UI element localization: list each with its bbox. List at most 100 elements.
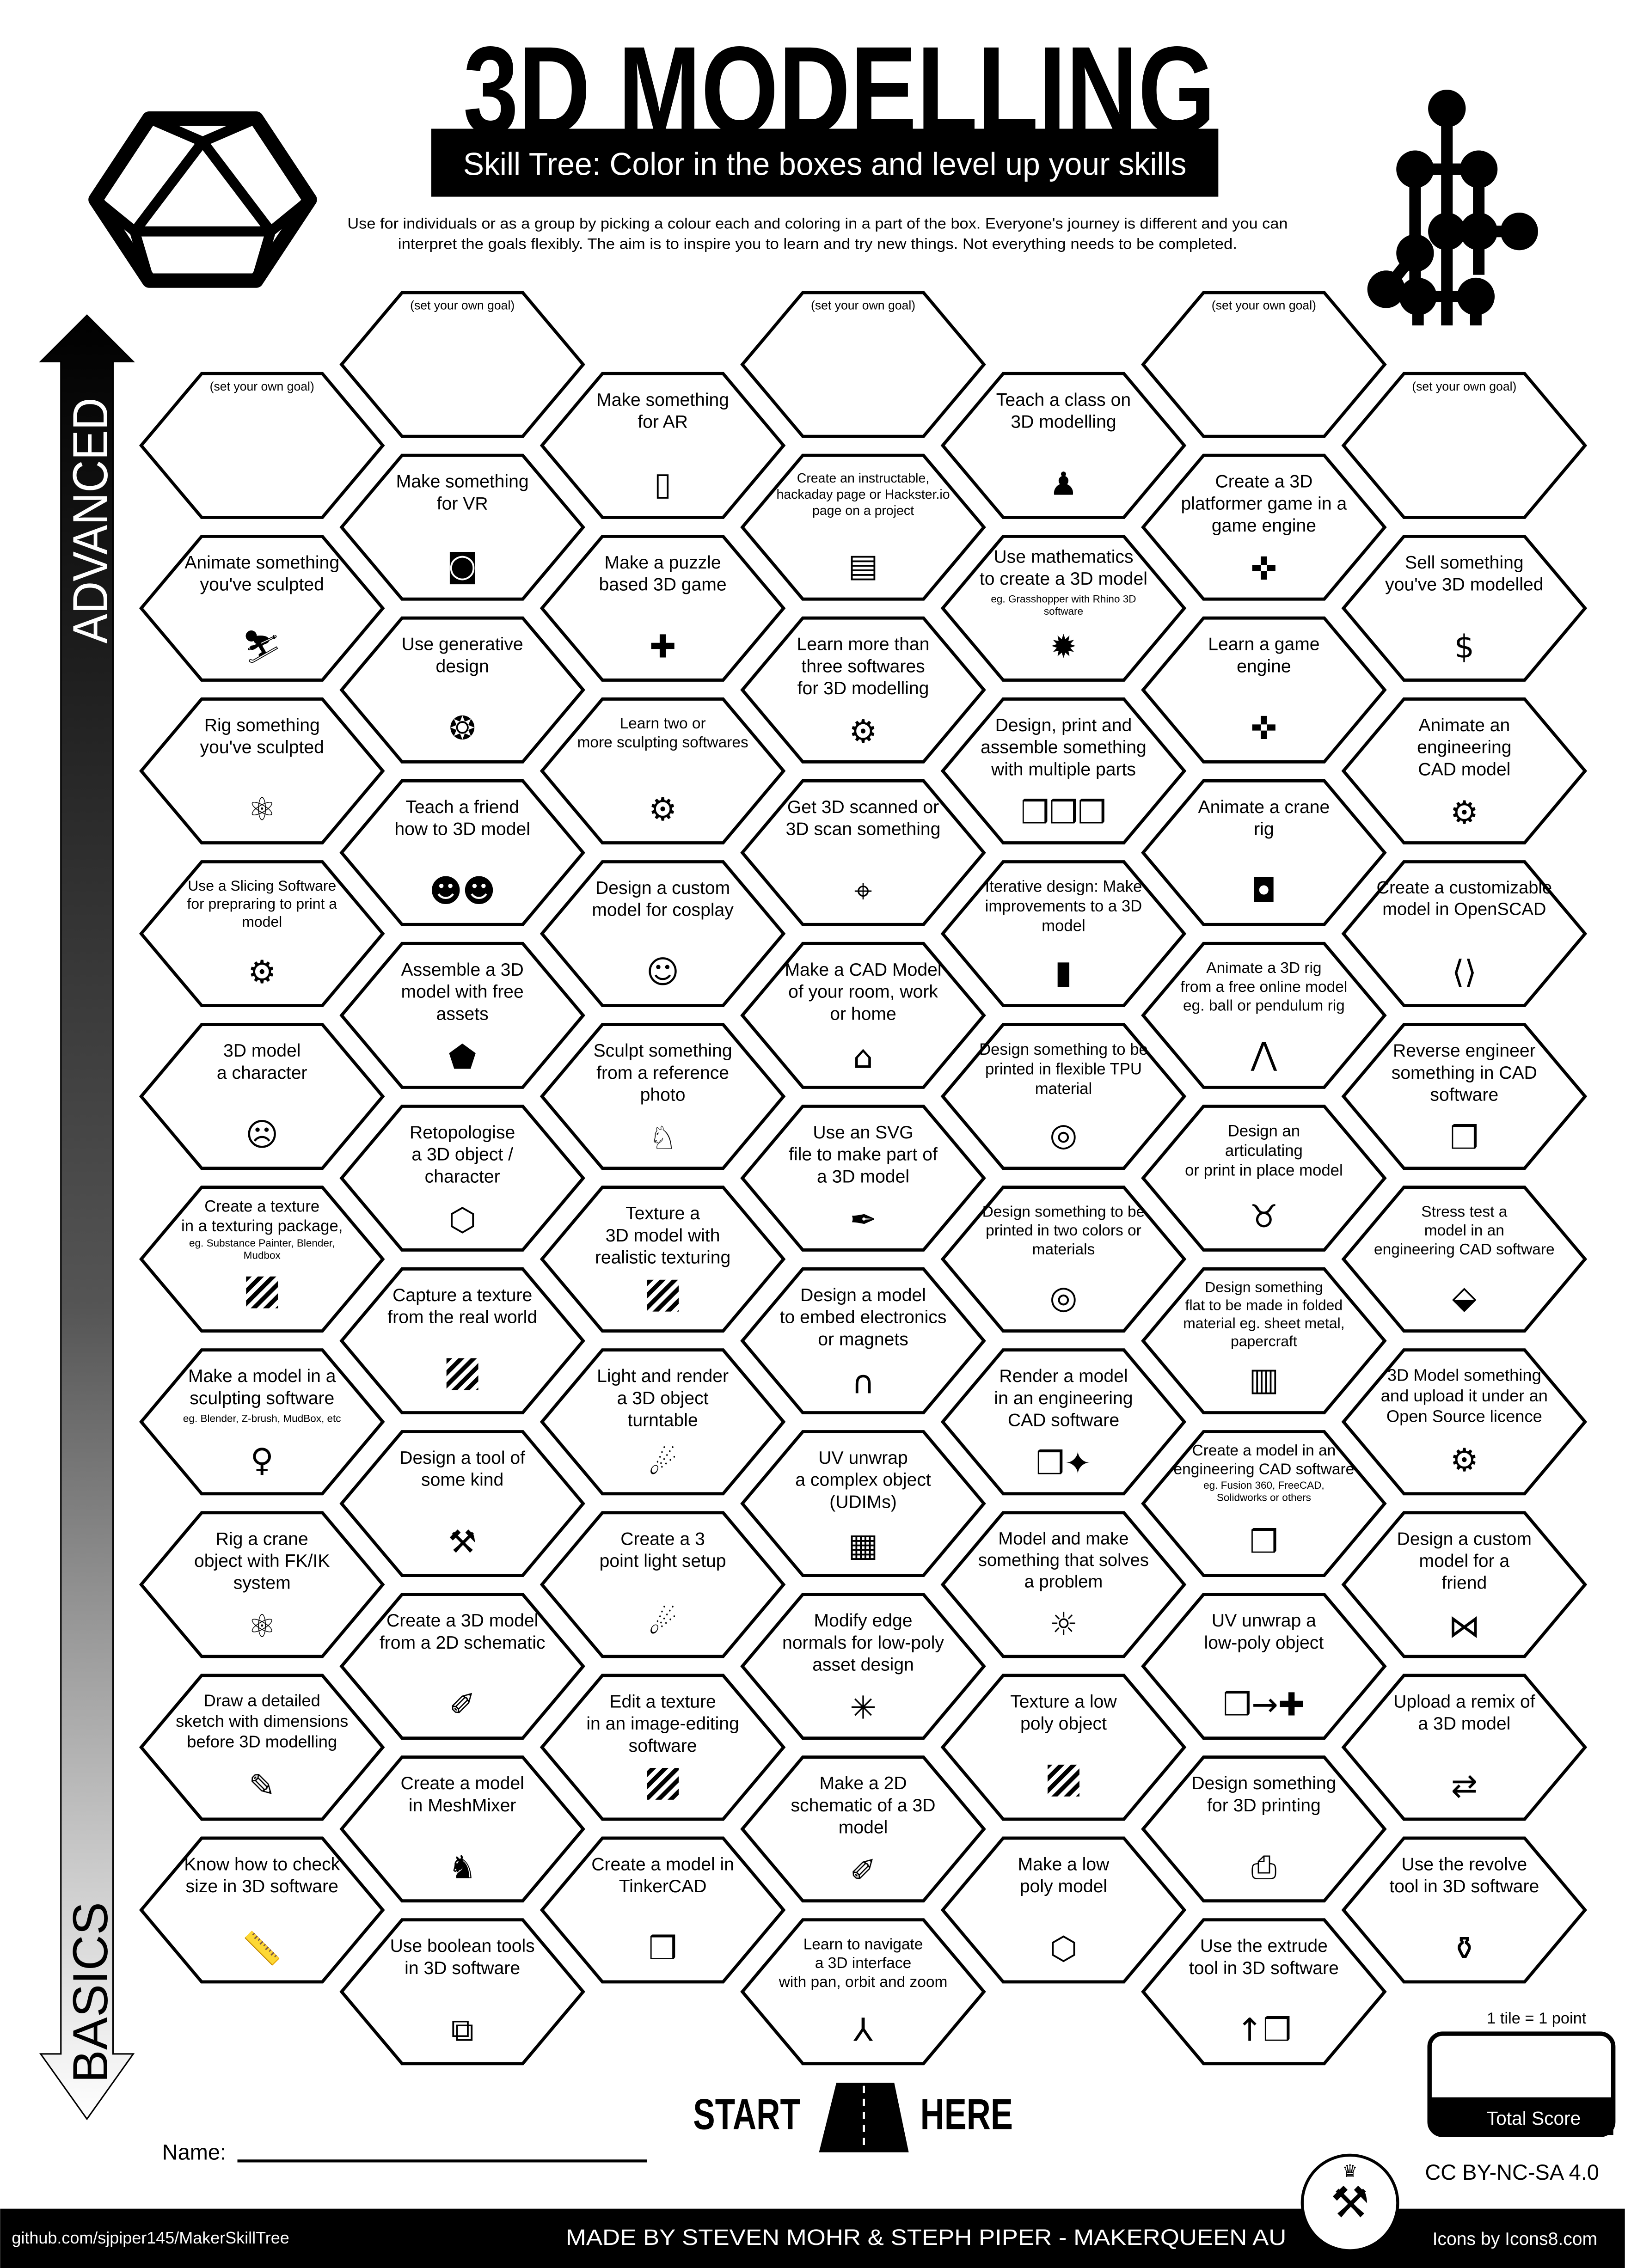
skill-tile[interactable]: Create a texture in a texturing package, e… bbox=[139, 1186, 385, 1333]
skill-hexagon[interactable] bbox=[339, 1918, 585, 2066]
skill-hexagon[interactable] bbox=[139, 1186, 385, 1333]
skill-hexagon[interactable] bbox=[1341, 1674, 1588, 1821]
skill-hexagon[interactable] bbox=[1341, 1836, 1588, 1984]
skill-hexagon[interactable] bbox=[540, 1836, 786, 1984]
skill-hexagon[interactable] bbox=[940, 534, 1187, 682]
skill-hexagon[interactable] bbox=[740, 1104, 986, 1252]
skill-hexagon[interactable] bbox=[339, 1267, 585, 1414]
skill-hexagon[interactable] bbox=[1341, 534, 1588, 682]
skill-tile[interactable]: Design something to be printed in two col… bbox=[940, 1186, 1187, 1333]
skill-hexagon[interactable] bbox=[1141, 1267, 1387, 1414]
skill-hexagon[interactable] bbox=[339, 941, 585, 1089]
skill-hexagon[interactable] bbox=[139, 534, 385, 682]
skill-hexagon[interactable] bbox=[139, 1023, 385, 1170]
skill-hexagon[interactable] bbox=[540, 1023, 786, 1170]
skill-tile[interactable]: Learn more than three softwares for 3D mod… bbox=[740, 616, 986, 764]
skill-tile[interactable]: Learn a game engine ✜ bbox=[1141, 616, 1387, 764]
skill-tile[interactable]: Design an articulating or print in place m… bbox=[1141, 1104, 1387, 1252]
skill-tile[interactable]: Rig something you've sculpted ⚛ bbox=[139, 697, 385, 844]
skill-hexagon[interactable] bbox=[940, 1674, 1187, 1821]
skill-hexagon[interactable] bbox=[740, 1430, 986, 1577]
skill-tile[interactable]: Create a model in TinkerCAD ❒ bbox=[540, 1836, 786, 1984]
skill-hexagon[interactable] bbox=[740, 1267, 986, 1414]
skill-hexagon[interactable] bbox=[540, 860, 786, 1008]
skill-hexagon[interactable] bbox=[740, 941, 986, 1089]
skill-tile[interactable]: Upload a remix ofa 3D model ⇄ bbox=[1341, 1674, 1588, 1821]
skill-hexagon[interactable] bbox=[540, 1674, 786, 1821]
skill-hexagon[interactable] bbox=[740, 616, 986, 764]
skill-hexagon[interactable] bbox=[139, 1674, 385, 1821]
skill-tile[interactable]: (set your own goal) bbox=[339, 291, 585, 438]
skill-hexagon[interactable] bbox=[139, 1511, 385, 1658]
skill-hexagon[interactable] bbox=[740, 291, 986, 438]
skill-tile[interactable]: (set your own goal) bbox=[740, 291, 986, 438]
skill-tile[interactable]: (set your own goal) bbox=[139, 372, 385, 519]
skill-hexagon[interactable] bbox=[540, 1511, 786, 1658]
skill-hexagon[interactable] bbox=[339, 291, 585, 438]
skill-hexagon[interactable] bbox=[740, 1593, 986, 1740]
github-link[interactable]: github.com/sjpiper145/MakerSkillTree bbox=[12, 2228, 289, 2247]
skill-hexagon[interactable] bbox=[1141, 1918, 1387, 2066]
skill-hexagon[interactable] bbox=[740, 1755, 986, 1903]
skill-tile[interactable]: Capture a texture from the real world bbox=[339, 1267, 585, 1414]
skill-hexagon[interactable] bbox=[1141, 1430, 1387, 1577]
skill-tile[interactable]: Learn to navigate a 3D interface with pan,… bbox=[740, 1918, 986, 2066]
skill-tile[interactable]: Create a model in an engineering CAD soft… bbox=[1141, 1430, 1387, 1577]
skill-hexagon[interactable] bbox=[139, 1836, 385, 1984]
skill-hexagon[interactable] bbox=[940, 697, 1187, 844]
skill-hexagon[interactable] bbox=[940, 860, 1187, 1008]
skill-hexagon[interactable] bbox=[1341, 697, 1588, 844]
skill-hexagon[interactable] bbox=[940, 1511, 1187, 1658]
skill-hexagon[interactable] bbox=[540, 1348, 786, 1496]
skill-hexagon[interactable] bbox=[1341, 860, 1588, 1008]
skill-tile[interactable]: Design something to be printed in flexibl… bbox=[940, 1023, 1187, 1170]
skill-tile[interactable]: Draw a detailed sketch with dimensions bef… bbox=[139, 1674, 385, 1821]
skill-hexagon[interactable] bbox=[339, 453, 585, 601]
skill-hexagon[interactable] bbox=[940, 1023, 1187, 1170]
skill-hexagon[interactable] bbox=[740, 453, 986, 601]
skill-hexagon[interactable] bbox=[940, 1186, 1187, 1333]
skill-hexagon[interactable] bbox=[1141, 453, 1387, 601]
skill-hexagon[interactable] bbox=[139, 372, 385, 519]
skill-hexagon[interactable] bbox=[339, 779, 585, 926]
skill-tile[interactable]: Stress test a model in an engineering CAD … bbox=[1341, 1186, 1588, 1333]
skill-hexagon[interactable] bbox=[1141, 1593, 1387, 1740]
skill-hexagon[interactable] bbox=[1341, 1348, 1588, 1496]
skill-tile[interactable]: Iterative design: Make improvements to a … bbox=[940, 860, 1187, 1008]
skill-hexagon[interactable] bbox=[1141, 1104, 1387, 1252]
skill-tile[interactable]: (set your own goal) bbox=[1341, 372, 1588, 519]
skill-hexagon[interactable] bbox=[1141, 1755, 1387, 1903]
skill-tile[interactable]: Know how to check size in 3D software 📏 bbox=[139, 1836, 385, 1984]
skill-tile[interactable]: Design, print and assemble somethingwith … bbox=[940, 697, 1187, 844]
skill-tile[interactable]: Design something for 3D printing ⎙ bbox=[1141, 1755, 1387, 1903]
skill-hexagon[interactable] bbox=[940, 1348, 1187, 1496]
skill-tile[interactable]: Create an instructable,hackaday page or … bbox=[740, 453, 986, 601]
skill-hexagon[interactable] bbox=[940, 1836, 1187, 1984]
skill-tile[interactable]: Use the revolve tool in 3D software ⚱ bbox=[1341, 1836, 1588, 1984]
skill-tile[interactable]: Use generative design ❂ bbox=[339, 616, 585, 764]
